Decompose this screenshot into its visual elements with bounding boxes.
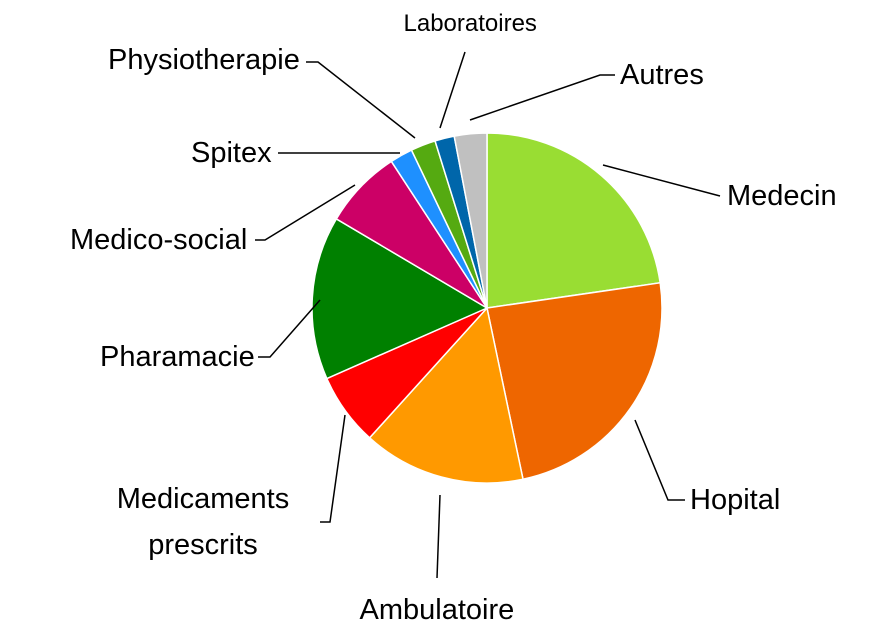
slice-label: Medecin: [727, 180, 837, 212]
slice-label: Hopital: [690, 484, 781, 516]
leader-line: [258, 299, 321, 358]
pie-slice: [486, 132, 662, 309]
slice-label: Ambulatoire: [359, 594, 515, 626]
slice-label: Autres: [620, 59, 704, 91]
slice-label: Physiotherapie: [108, 44, 300, 76]
leader-line: [634, 419, 685, 501]
leader-line: [255, 184, 356, 241]
leader-line: [602, 164, 721, 197]
pie-slice: [486, 281, 663, 481]
leader-line: [436, 494, 441, 579]
leader-line: [320, 414, 346, 523]
pie-slice: [311, 217, 489, 380]
slice-label: Medicaments prescrits: [116, 483, 290, 561]
leader-line: [306, 61, 416, 139]
slice-label: Spitex: [191, 137, 272, 169]
slice-label: Laboratoires: [403, 10, 537, 37]
slice-label: Medico-social: [70, 224, 248, 256]
leader-line: [439, 51, 466, 129]
pie-slice: [368, 306, 524, 484]
leader-line: [469, 74, 615, 121]
pie-slice: [453, 132, 488, 309]
slice-label: Pharamacie: [100, 341, 255, 373]
